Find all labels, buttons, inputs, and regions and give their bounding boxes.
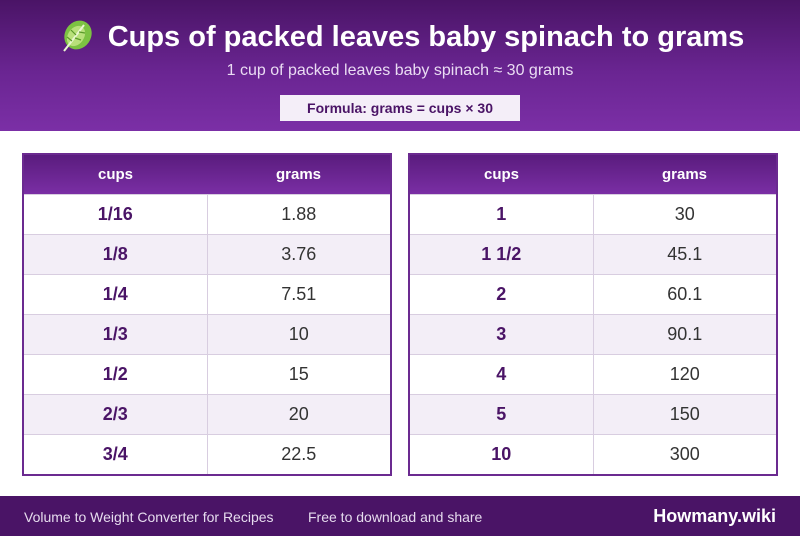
cups-cell: 4	[409, 354, 594, 395]
table-row: 1/4 7.51	[23, 274, 391, 315]
table-row: 2 60.1	[409, 274, 777, 315]
table-row: 2/3 20	[23, 394, 391, 435]
table-row: 5 150	[409, 394, 777, 435]
leafy-greens-icon	[62, 20, 92, 52]
table-header-row: cups grams	[23, 154, 391, 195]
table-row: 1 1/2 45.1	[409, 234, 777, 275]
grams-cell: 3.76	[207, 234, 391, 275]
grams-cell: 90.1	[593, 314, 777, 355]
footer-share-note: Free to download and share	[308, 509, 483, 525]
column-header-cups: cups	[409, 154, 593, 195]
brand-logo-text[interactable]: Howmany.wiki	[653, 506, 776, 526]
table-row: 1/2 15	[23, 354, 391, 395]
grams-cell: 1.88	[207, 194, 391, 235]
cups-cell: 1/16	[23, 194, 208, 235]
grams-cell: 10	[207, 314, 391, 355]
header-banner: Cups of packed leaves baby spinach to gr…	[0, 0, 800, 131]
footer-tagline: Volume to Weight Converter for Recipes	[24, 509, 274, 525]
grams-cell: 20	[207, 394, 391, 435]
table-row: 3/4 22.5	[23, 434, 391, 475]
grams-cell: 60.1	[593, 274, 777, 315]
cups-cell: 1	[409, 194, 594, 235]
cups-cell: 10	[409, 434, 594, 475]
table-row: 1 30	[409, 194, 777, 235]
conversion-table-right: cups grams 1 30 1 1/2 45.1 2 60.1 3 90.1 4 12…	[408, 153, 778, 476]
column-header-grams: grams	[593, 154, 777, 195]
cups-cell: 1/2	[23, 354, 208, 395]
table-header-row: cups grams	[409, 154, 777, 195]
conversion-table-left: cups grams 1/16 1.88 1/8 3.76 1/4 7.51 1/3 1…	[22, 153, 392, 476]
table-row: 1/3 10	[23, 314, 391, 355]
grams-cell: 120	[593, 354, 777, 395]
grams-cell: 15	[207, 354, 391, 395]
grams-cell: 300	[593, 434, 777, 475]
grams-cell: 7.51	[207, 274, 391, 315]
table-row: 4 120	[409, 354, 777, 395]
grams-cell: 45.1	[593, 234, 777, 275]
cups-cell: 1/3	[23, 314, 208, 355]
table-row: 1/8 3.76	[23, 234, 391, 275]
cups-cell: 3/4	[23, 434, 208, 475]
cups-cell: 5	[409, 394, 594, 435]
cups-cell: 2/3	[23, 394, 208, 435]
table-row: 1/16 1.88	[23, 194, 391, 235]
column-header-cups: cups	[23, 154, 207, 195]
cups-cell: 1 1/2	[409, 234, 594, 275]
cups-cell: 1/4	[23, 274, 208, 315]
cups-cell: 2	[409, 274, 594, 315]
table-row: 3 90.1	[409, 314, 777, 355]
cups-cell: 3	[409, 314, 594, 355]
column-header-grams: grams	[207, 154, 391, 195]
grams-cell: 30	[593, 194, 777, 235]
footer-bar: Volume to Weight Converter for Recipes F…	[0, 496, 800, 536]
grams-cell: 22.5	[207, 434, 391, 475]
page-subtitle: 1 cup of packed leaves baby spinach ≈ 30…	[226, 62, 574, 79]
formula-badge: Formula: grams = cups × 30	[280, 95, 520, 121]
title-row: Cups of packed leaves baby spinach to gr…	[0, 14, 800, 60]
cups-cell: 1/8	[23, 234, 208, 275]
page-title: Cups of packed leaves baby spinach to gr…	[107, 20, 745, 53]
table-row: 10 300	[409, 434, 777, 475]
grams-cell: 150	[593, 394, 777, 435]
